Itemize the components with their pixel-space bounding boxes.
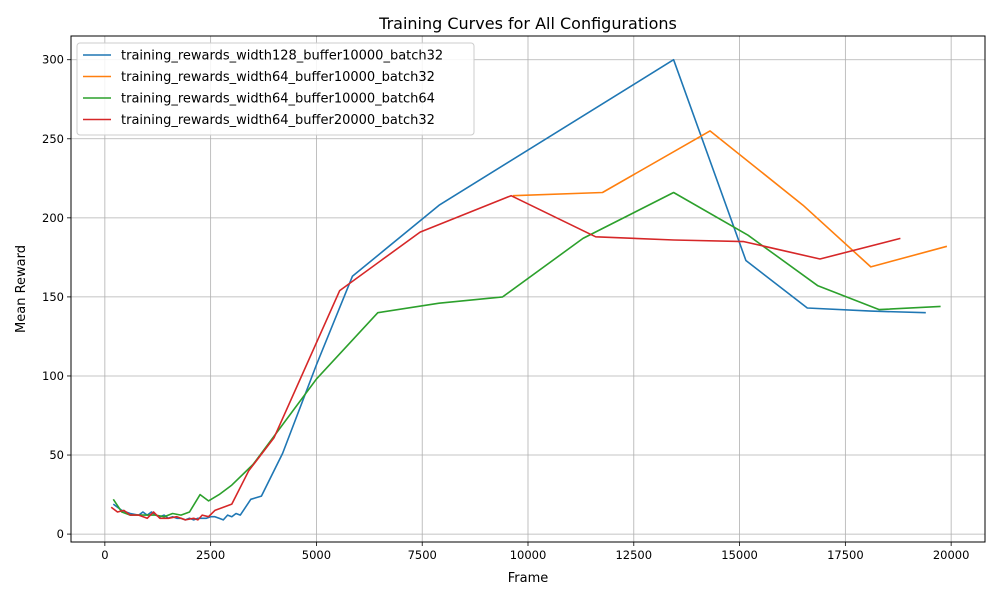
legend: training_rewards_width128_buffer10000_ba… xyxy=(76,42,475,136)
y-tick-label: 50 xyxy=(49,448,64,462)
x-tick-label: 15000 xyxy=(721,548,758,562)
y-tick-label: 150 xyxy=(42,290,64,304)
legend-box xyxy=(76,42,475,136)
series-lines xyxy=(110,58,948,521)
legend-label: training_rewards_width128_buffer10000_ba… xyxy=(121,49,443,64)
y-tick-label: 250 xyxy=(42,132,64,146)
x-tick-label: 12500 xyxy=(615,548,652,562)
x-axis-label: Frame xyxy=(508,571,549,586)
y-axis-ticks: 0 50 100 150 200 250 300 xyxy=(42,53,71,541)
y-tick-label: 100 xyxy=(42,369,64,383)
y-axis-label: Mean Reward xyxy=(14,245,29,333)
x-tick-label: 2500 xyxy=(196,548,225,562)
y-tick-label: 0 xyxy=(57,527,64,541)
x-tick-label: 7500 xyxy=(408,548,437,562)
series-line-3 xyxy=(112,191,941,518)
series-line-2 xyxy=(512,130,948,268)
x-tick-label: 10000 xyxy=(510,548,547,562)
x-tick-label: 5000 xyxy=(302,548,331,562)
chart-title: Training Curves for All Configurations xyxy=(378,14,677,33)
series-line-4 xyxy=(110,194,901,521)
x-tick-label: 17500 xyxy=(827,548,864,562)
x-tick-label: 20000 xyxy=(933,548,970,562)
legend-label: training_rewards_width64_buffer10000_bat… xyxy=(121,92,435,107)
y-tick-label: 300 xyxy=(42,53,64,67)
legend-label: training_rewards_width64_buffer10000_bat… xyxy=(121,70,435,85)
x-tick-label: 0 xyxy=(101,548,108,562)
y-tick-label: 200 xyxy=(42,211,64,225)
legend-label: training_rewards_width64_buffer20000_bat… xyxy=(121,113,435,128)
x-axis-ticks: 0 2500 5000 7500 10000 12500 15000 17500 20000 xyxy=(101,542,969,562)
